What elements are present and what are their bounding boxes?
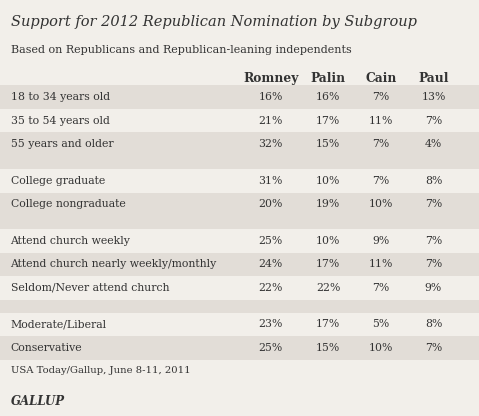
Text: 16%: 16% (316, 92, 340, 102)
Text: 10%: 10% (369, 343, 393, 353)
Text: 11%: 11% (369, 116, 393, 126)
Text: 10%: 10% (316, 236, 340, 246)
Text: 20%: 20% (259, 199, 283, 209)
Text: Cain: Cain (365, 72, 397, 84)
Text: 7%: 7% (372, 139, 389, 149)
Text: 7%: 7% (372, 176, 389, 186)
Text: Palin: Palin (310, 72, 346, 84)
Text: 31%: 31% (259, 176, 283, 186)
Text: 24%: 24% (259, 260, 283, 270)
Text: 22%: 22% (316, 283, 340, 293)
Text: 17%: 17% (316, 260, 340, 270)
Text: 7%: 7% (425, 260, 442, 270)
Text: Conservative: Conservative (11, 343, 82, 353)
Text: College nongraduate: College nongraduate (11, 199, 125, 209)
Text: 23%: 23% (259, 319, 283, 329)
Text: 25%: 25% (259, 343, 283, 353)
Text: Paul: Paul (418, 72, 449, 84)
Text: 7%: 7% (425, 199, 442, 209)
Text: 9%: 9% (372, 236, 389, 246)
Text: 9%: 9% (425, 283, 442, 293)
Text: 7%: 7% (372, 283, 389, 293)
Text: 5%: 5% (372, 319, 389, 329)
Text: Seldom/Never attend church: Seldom/Never attend church (11, 283, 169, 293)
Text: 17%: 17% (316, 116, 340, 126)
Text: 15%: 15% (316, 343, 340, 353)
Text: 17%: 17% (316, 319, 340, 329)
Text: 11%: 11% (369, 260, 393, 270)
Text: College graduate: College graduate (11, 176, 105, 186)
Text: 18 to 34 years old: 18 to 34 years old (11, 92, 110, 102)
Text: 8%: 8% (425, 176, 442, 186)
Text: Based on Republicans and Republican-leaning independents: Based on Republicans and Republican-lean… (11, 45, 351, 54)
Text: 25%: 25% (259, 236, 283, 246)
Text: 19%: 19% (316, 199, 340, 209)
Text: 35 to 54 years old: 35 to 54 years old (11, 116, 109, 126)
Text: Attend church weekly: Attend church weekly (11, 236, 130, 246)
Text: Moderate/Liberal: Moderate/Liberal (11, 319, 107, 329)
Text: 7%: 7% (425, 236, 442, 246)
Text: 15%: 15% (316, 139, 340, 149)
Text: 55 years and older: 55 years and older (11, 139, 113, 149)
Text: GALLUP: GALLUP (11, 395, 65, 408)
Text: 32%: 32% (259, 139, 283, 149)
Text: Romney: Romney (243, 72, 298, 84)
Text: 7%: 7% (425, 343, 442, 353)
Text: 16%: 16% (259, 92, 283, 102)
Text: 10%: 10% (316, 176, 340, 186)
Text: 13%: 13% (422, 92, 445, 102)
Text: 10%: 10% (369, 199, 393, 209)
Text: USA Today/Gallup, June 8-11, 2011: USA Today/Gallup, June 8-11, 2011 (11, 366, 190, 375)
Text: 7%: 7% (425, 116, 442, 126)
Text: 22%: 22% (259, 283, 283, 293)
Text: 8%: 8% (425, 319, 442, 329)
Text: Attend church nearly weekly/monthly: Attend church nearly weekly/monthly (11, 260, 217, 270)
Text: Support for 2012 Republican Nomination by Subgroup: Support for 2012 Republican Nomination b… (11, 15, 417, 29)
Text: 7%: 7% (372, 92, 389, 102)
Text: 4%: 4% (425, 139, 442, 149)
Text: 21%: 21% (259, 116, 283, 126)
